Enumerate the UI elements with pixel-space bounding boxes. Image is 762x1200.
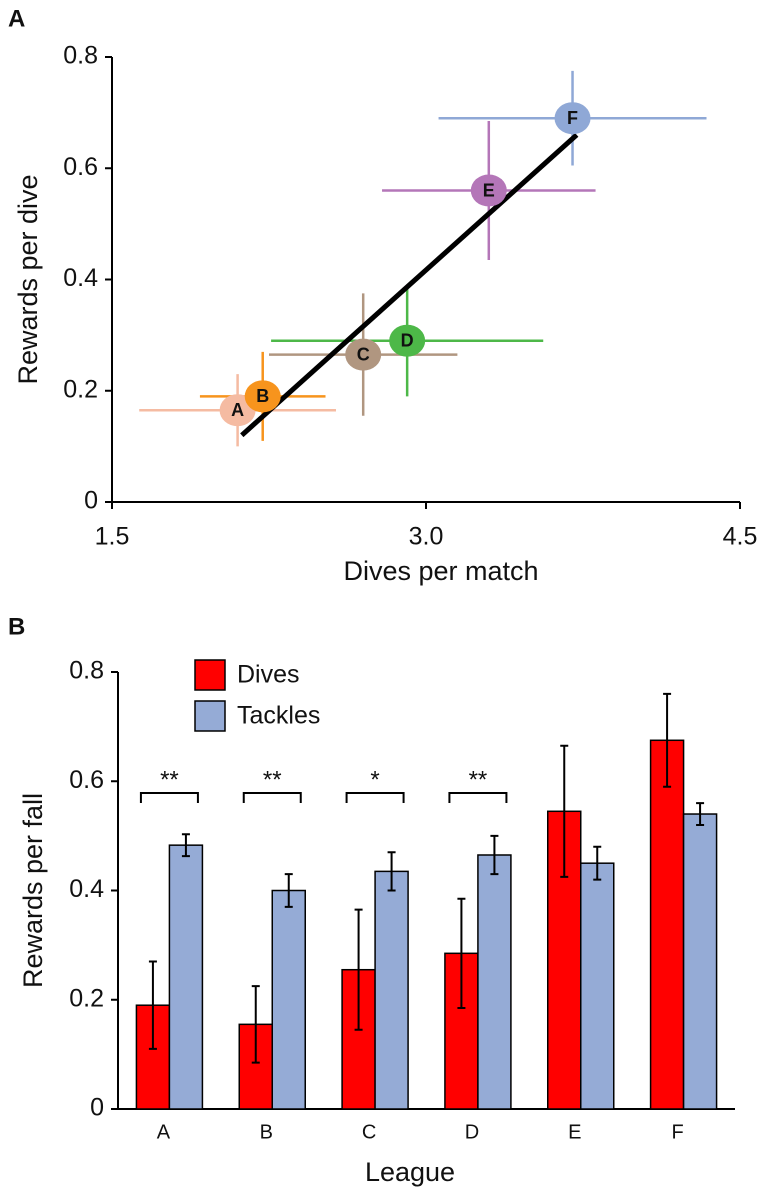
significance-bracket [139,792,199,803]
legend-label: Tackles [237,702,320,730]
point-label: B [256,386,269,406]
error-bar [284,873,293,908]
x-tick-label: D [465,1121,479,1143]
point-label: C [357,344,370,364]
trend-line [240,133,579,438]
x-tick-label: E [568,1121,581,1143]
point [345,338,382,371]
panel-label: A [8,5,25,32]
y-tick-label: 0 [84,487,98,515]
point [470,174,507,207]
bar [168,844,204,1110]
point-label: E [483,180,495,200]
legend-swatch [194,700,226,732]
legend-swatch [194,659,226,691]
x-axis-title: League [365,1157,455,1187]
significance-bracket [448,792,508,803]
significance-label: ** [263,766,282,793]
y-tick-label: 0.2 [69,984,104,1012]
bar [374,870,409,1110]
significance-bracket [345,792,405,803]
point-label: A [231,400,244,420]
point [554,102,591,135]
point-label: F [567,108,578,128]
error-bar [251,985,260,1064]
x-tick-label: B [260,1121,273,1143]
x-tick-label: F [671,1121,683,1143]
y-tick-label: 0.8 [63,42,98,70]
error-bar [696,802,705,826]
error-bar [560,744,569,878]
y-tick-label: 0.8 [69,657,104,685]
y-tick-label: 0 [90,1094,104,1122]
error-bar [593,845,602,881]
x-tick-label: A [157,1121,171,1143]
y-tick-label: 0.4 [69,875,104,903]
point [244,380,281,413]
y-tick-label: 0.4 [63,264,98,292]
point-label: D [401,330,414,350]
y-tick-label: 0.6 [63,153,98,181]
legend-label: Dives [237,661,300,689]
x-tick-label: 4.5 [723,523,758,551]
bar [271,889,306,1110]
error-bar [387,851,396,892]
x-tick-label: 3.0 [409,523,444,551]
y-axis-title: Rewards per fall [18,793,48,988]
error-bar [148,960,157,1050]
error-bar [663,692,672,788]
y-tick-label: 0.6 [69,766,104,794]
significance-bracket [242,792,302,803]
significance-label: ** [469,766,488,793]
error-bar [457,897,466,1009]
bar [477,854,512,1110]
x-axis-title: Dives per match [343,556,538,586]
bar [580,862,615,1110]
panel-label: B [8,613,25,640]
x-tick-label: 1.5 [95,523,130,551]
significance-label: * [370,766,379,793]
significance-label: ** [160,766,179,793]
error-bar [354,908,363,1031]
error-bar [181,833,190,858]
point [389,324,426,357]
x-tick-label: C [362,1121,376,1143]
y-tick-label: 0.2 [63,375,98,403]
error-bar [490,834,499,876]
bar [649,739,685,1110]
bar [682,813,718,1110]
y-axis-title: Rewards per dive [13,174,43,384]
